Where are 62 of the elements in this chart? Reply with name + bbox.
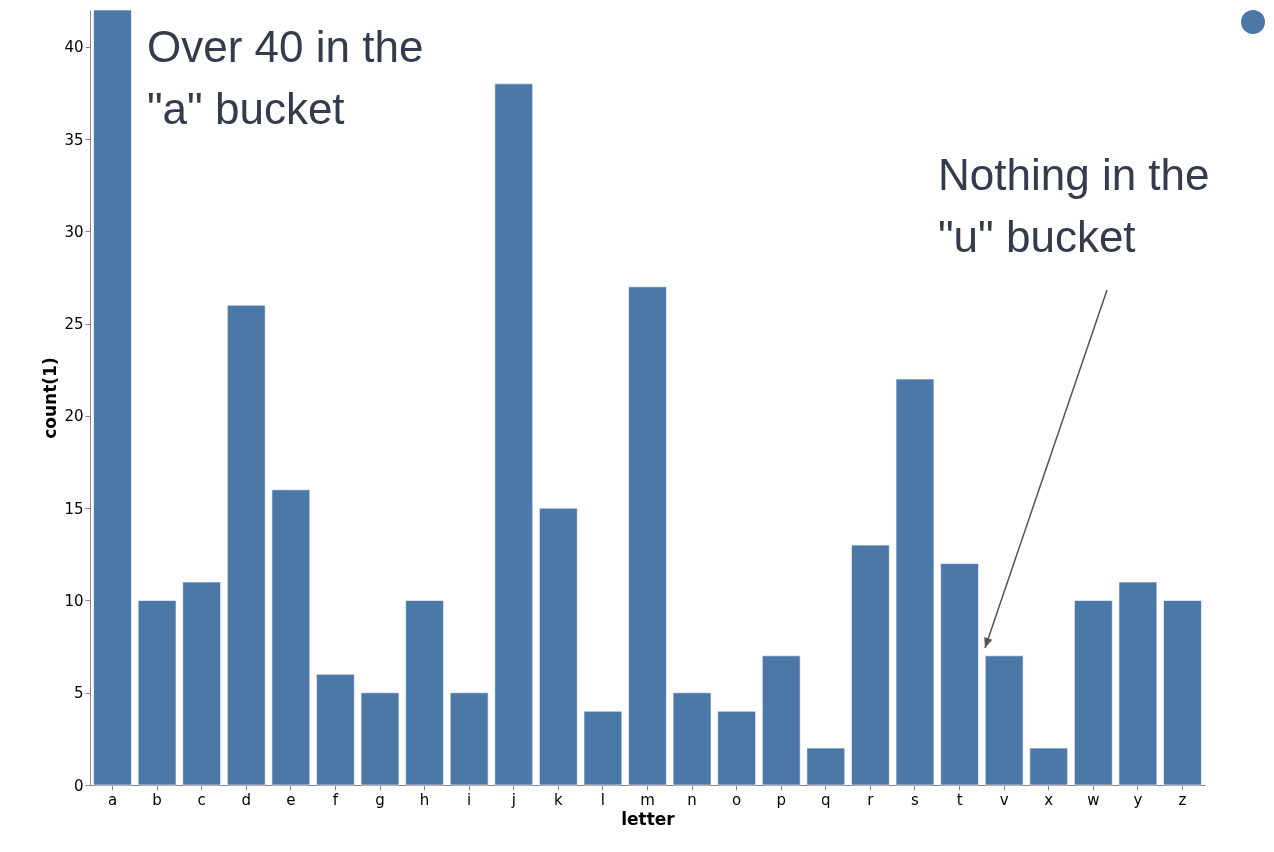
y-tick-label: 15 [64, 499, 84, 518]
y-tick-label: 35 [64, 130, 84, 149]
x-tick-label: n [687, 790, 697, 809]
x-tick-label: m [640, 790, 655, 809]
x-tick-label: b [152, 790, 162, 809]
x-tick-label: o [732, 790, 742, 809]
bar [940, 563, 980, 786]
y-tick-label: 5 [73, 684, 84, 703]
x-tick-label: z [1178, 790, 1187, 809]
annotation: Nothing in the "u" bucket [938, 150, 1210, 261]
x-tick-label: x [1044, 790, 1054, 809]
bar [628, 286, 667, 786]
bar [717, 710, 757, 786]
y-tick-label: 40 [64, 38, 84, 57]
y-tick-label: 10 [64, 591, 84, 610]
bar [538, 507, 578, 786]
bar [1029, 747, 1069, 786]
x-tick-label: y [1133, 790, 1143, 809]
y-tick-label: 30 [64, 222, 84, 241]
x-tick-label: w [1087, 790, 1100, 809]
y-axis-title: count(1) [40, 357, 61, 439]
x-axis-title: letter [621, 808, 676, 829]
bar [806, 747, 846, 786]
x-tick-label: h [419, 790, 430, 809]
bar [449, 692, 489, 786]
y-tick-label: 0 [73, 776, 84, 795]
x-tick-label: f [332, 790, 339, 809]
x-tick-label: g [375, 790, 385, 809]
bar [672, 692, 712, 786]
bar [984, 655, 1024, 786]
x-tick-label: d [241, 790, 252, 809]
y-tick-label: 20 [64, 407, 84, 426]
x-tick-label: t [956, 790, 963, 809]
bar [850, 544, 890, 786]
x-tick-label: e [286, 790, 296, 809]
x-tick-label: s [911, 790, 920, 809]
bar [1118, 581, 1158, 786]
annotation: Over 40 in the "a" bucket [147, 22, 424, 133]
x-tick-label: k [553, 790, 563, 809]
x-tick-label: i [467, 790, 472, 809]
bar [315, 673, 355, 786]
x-tick-label: q [821, 790, 831, 809]
bar [405, 599, 445, 786]
bar [360, 692, 400, 786]
bar [137, 599, 177, 786]
x-tick-label: a [107, 790, 118, 809]
x-tick-label: l [600, 790, 605, 809]
bar [494, 83, 534, 786]
bar [1073, 599, 1113, 786]
x-tick-label: j [510, 790, 516, 809]
y-tick-label: 25 [64, 315, 84, 334]
bar [226, 304, 266, 786]
x-tick-label: v [999, 790, 1009, 809]
bar [1163, 599, 1202, 786]
bar [271, 489, 311, 786]
bar [583, 710, 623, 786]
bar [182, 581, 222, 786]
bar [895, 378, 935, 786]
bar [761, 655, 801, 786]
x-tick-label: c [197, 790, 206, 809]
x-tick-label: r [867, 790, 875, 809]
x-tick-label: p [776, 790, 787, 809]
